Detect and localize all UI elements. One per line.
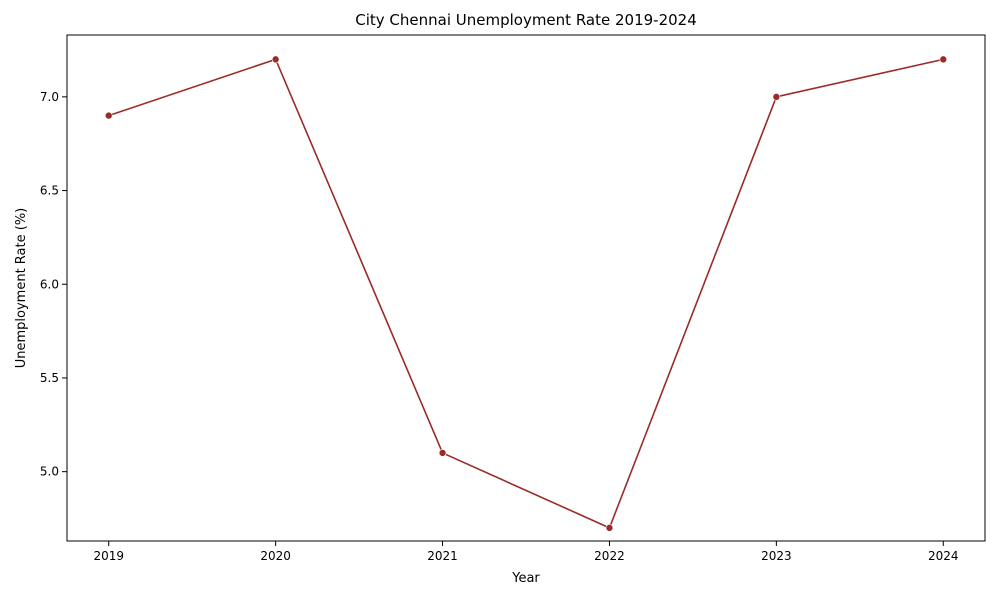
y-tick-label: 6.5 xyxy=(40,184,59,198)
y-tick-label: 7.0 xyxy=(40,90,59,104)
data-point xyxy=(939,55,948,64)
data-point xyxy=(772,93,781,101)
x-axis-label: Year xyxy=(511,571,540,586)
series-line xyxy=(108,58,944,529)
y-axis: 5.0 5.5 6.0 6.5 7.0 xyxy=(40,90,67,479)
y-axis-label: Unemployment Rate (%) xyxy=(14,208,29,369)
chart-title: City Chennai Unemployment Rate 2019-2024 xyxy=(355,11,697,29)
data-point xyxy=(271,55,280,64)
x-axis: 2019 2020 2021 2022 2023 2024 xyxy=(93,541,959,563)
x-tick-label: 2023 xyxy=(761,549,792,563)
x-tick-label: 2022 xyxy=(594,549,625,563)
y-tick-label: 5.0 xyxy=(40,465,59,479)
x-tick-label: 2019 xyxy=(93,549,124,563)
x-tick-label: 2020 xyxy=(260,549,291,563)
data-point xyxy=(438,449,447,457)
y-tick-label: 5.5 xyxy=(40,371,59,385)
data-point xyxy=(605,524,614,532)
series-group xyxy=(104,55,948,532)
plot-area-frame xyxy=(66,34,986,542)
y-tick-label: 6.0 xyxy=(40,277,59,291)
data-point xyxy=(104,111,113,120)
x-tick-label: 2021 xyxy=(427,549,458,563)
x-tick-label: 2024 xyxy=(928,549,959,563)
